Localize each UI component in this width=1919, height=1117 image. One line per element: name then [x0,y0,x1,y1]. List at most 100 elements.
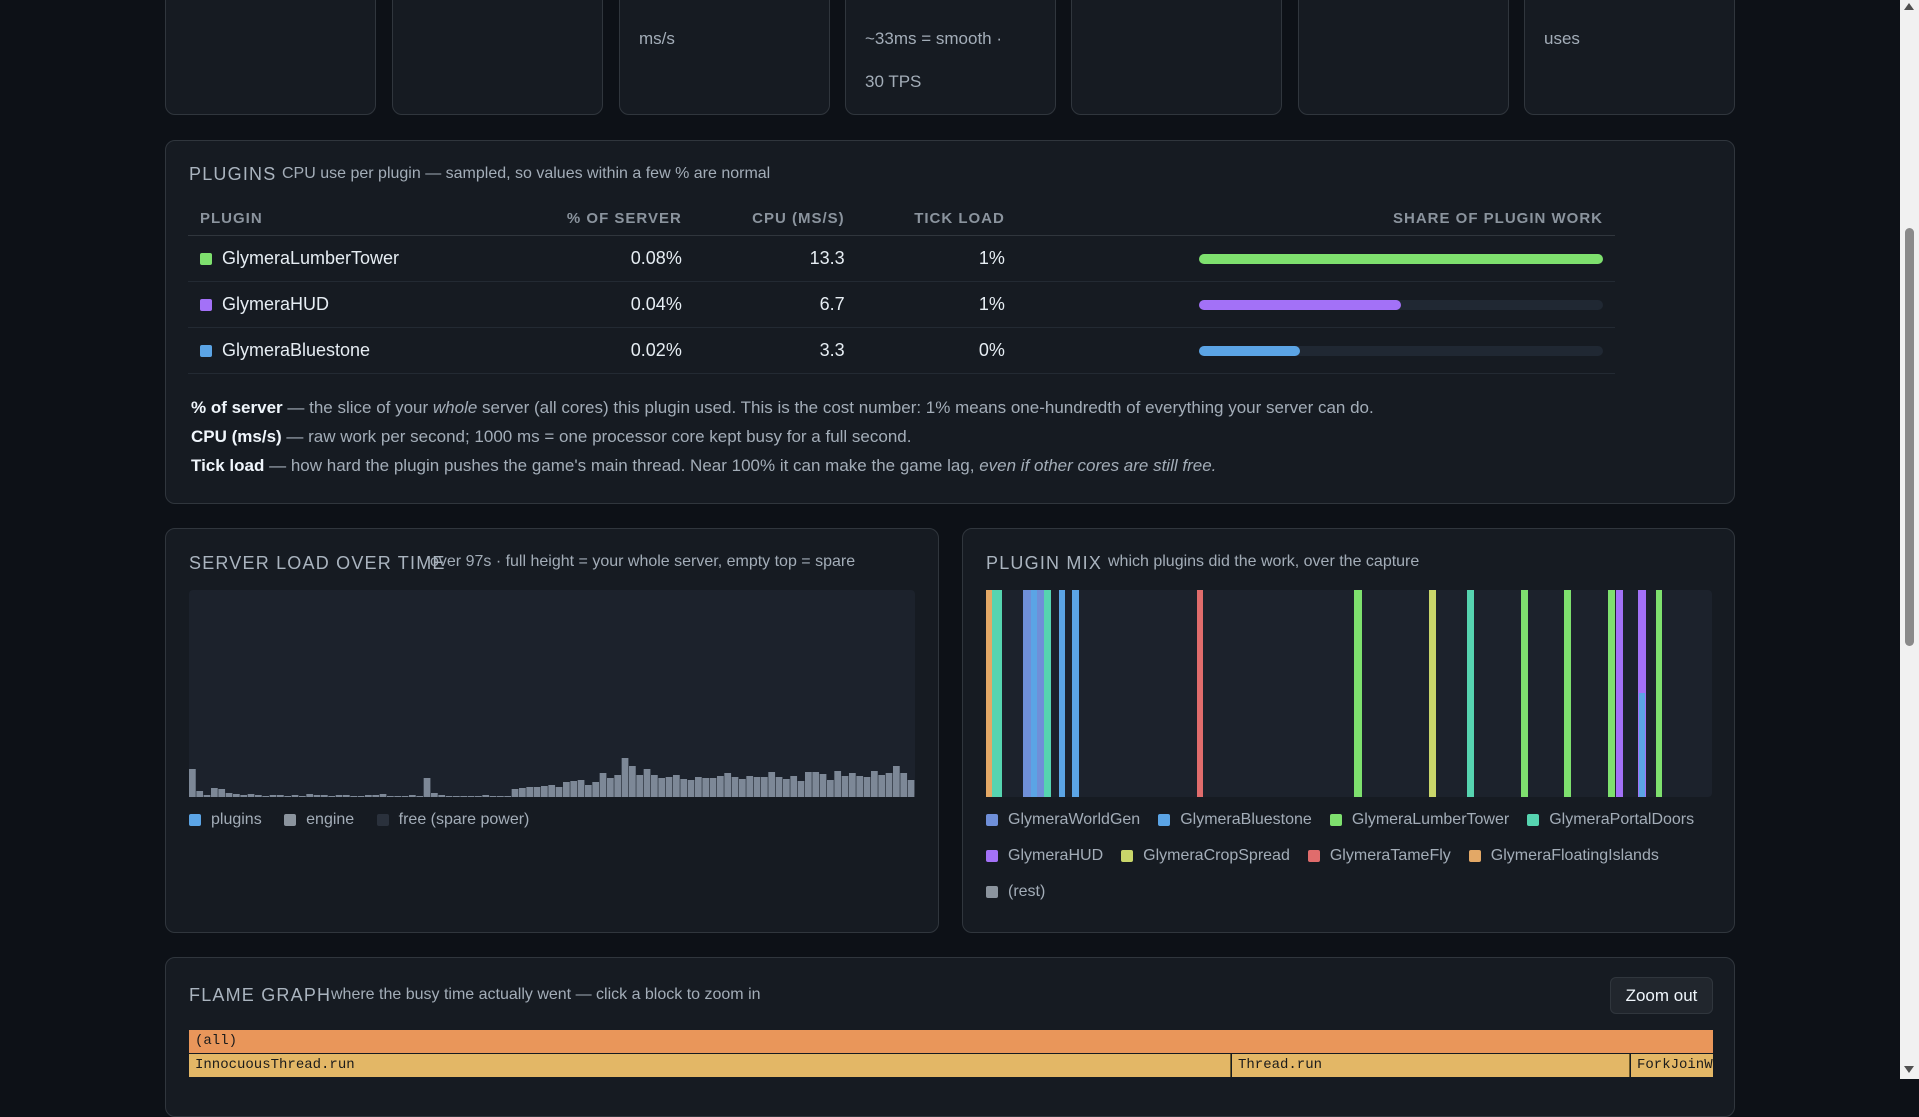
load-bar [431,793,438,797]
stat-card: ~33ms = smooth · 30 TPS [845,0,1056,115]
load-bar [526,787,534,797]
load-bar [577,780,585,797]
load-bar [416,796,424,797]
server-load-subtitle: over 97s · full height = your whole serv… [430,553,856,570]
mix-stripe [1608,590,1615,797]
stat-unit: ms/s [639,29,675,48]
load-bar [277,795,284,797]
table-row[interactable]: GlymeraLumberTower 0.08% 13.3 1% [188,235,1615,282]
load-bar [533,787,541,797]
load-bar [394,796,402,797]
scrollbar-thumb[interactable] [1905,228,1914,646]
table-row[interactable]: GlymeraHUD 0.04% 6.7 1% [188,281,1615,328]
mix-stripe [1059,590,1065,797]
legend-item: GlymeraLumberTower [1329,811,1509,829]
mix-stripe [1072,590,1079,797]
load-bar [409,795,416,797]
flame-graph-card: FLAME GRAPH where the busy time actually… [165,957,1735,1117]
load-bar [189,769,196,797]
load-bar [453,796,460,797]
legend-item: GlymeraFloatingIslands [1468,847,1659,865]
share-bar-fill [1199,253,1603,264]
legend-item: free (spare power) [376,811,529,829]
mix-stripe [992,590,1002,797]
load-bar [196,791,204,797]
col-cpu[interactable]: CPU (MS/S) [693,201,857,236]
share-bar-track [1199,345,1603,356]
stat-card [165,0,376,115]
col-tick-load[interactable]: TICK LOAD [856,201,1017,236]
load-bar [335,795,343,797]
load-bar [460,796,468,797]
load-bar [812,772,820,797]
chart-background [189,590,915,797]
plugins-table: PLUGIN % OF SERVER CPU (MS/S) TICK LOAD … [188,201,1615,374]
tick-load-cell: 1% [856,235,1017,282]
scroll-down-arrow[interactable] [1904,1066,1914,1073]
stat-hint: 30 TPS [865,72,922,91]
load-bar [240,795,248,797]
plugin-mix-chart [986,590,1712,797]
load-bar [365,795,372,797]
load-bar [856,776,864,797]
load-bar [827,780,834,797]
chart-background [986,590,1712,797]
plugins-subtitle: CPU use per plugin — sampled, so values … [282,165,771,182]
note-line: % of server — the slice of your whole se… [191,398,1374,417]
mix-stripe [1354,590,1362,797]
col-plugin[interactable]: PLUGIN [188,201,500,236]
load-bar [255,795,262,797]
plugins-title: PLUGINS [189,164,277,184]
load-bar [907,780,915,797]
load-bar [724,773,732,797]
legend-item: GlymeraTameFly [1307,847,1451,865]
col-share[interactable]: SHARE OF PLUGIN WORK [1016,201,1615,236]
legend-item: GlymeraPortalDoors [1527,811,1694,829]
load-bar [247,794,255,797]
legend-item: GlymeraWorldGen [986,811,1140,829]
mix-stripe [1197,590,1203,797]
flame-block[interactable]: ForkJoinW [1631,1054,1713,1077]
load-bar [357,796,365,797]
load-bar [299,796,306,797]
zoom-out-button[interactable]: Zoom out [1610,977,1713,1014]
load-bar [834,771,842,797]
plugin-color-swatch [200,345,212,357]
flame-block[interactable]: InnocuousThread.run [189,1054,1231,1077]
load-bar [775,777,783,797]
table-row[interactable]: GlymeraBluestone 0.02% 3.3 0% [188,327,1615,374]
load-bar [702,778,710,797]
stat-card: ms/s [619,0,830,115]
load-bar [797,781,805,797]
load-bar [475,796,482,797]
col-pct-server[interactable]: % OF SERVER [499,201,694,236]
flame-block[interactable]: Thread.run [1232,1054,1630,1077]
load-bar [709,778,717,797]
legend-item: GlymeraBluestone [1158,811,1312,829]
mix-stripe [986,590,994,797]
flame-block-all[interactable]: (all) [189,1030,1713,1053]
load-bar [592,782,600,797]
share-bar-fill [1199,299,1401,310]
stat-card [392,0,603,115]
mix-stripe [1031,590,1037,797]
tick-load-cell: 0% [856,327,1017,374]
load-bar [482,795,490,797]
share-cell [1016,327,1615,374]
scroll-up-arrow[interactable] [1904,3,1914,10]
load-bar [753,777,761,797]
pct-server-cell: 0.02% [499,327,694,374]
load-bar [900,773,908,797]
share-cell [1016,281,1615,328]
note-line: Tick load — how hard the plugin pushes t… [191,456,1217,475]
stat-hint: uses [1544,29,1580,48]
load-bar [233,794,240,797]
cpu-cell: 6.7 [693,281,857,328]
tick-load-cell: 1% [856,281,1017,328]
load-bar [445,796,453,797]
load-bar [343,795,350,797]
share-bar-track [1199,253,1603,264]
scrollbar[interactable] [1900,0,1919,1079]
share-cell [1016,235,1615,282]
load-bar [739,779,746,797]
